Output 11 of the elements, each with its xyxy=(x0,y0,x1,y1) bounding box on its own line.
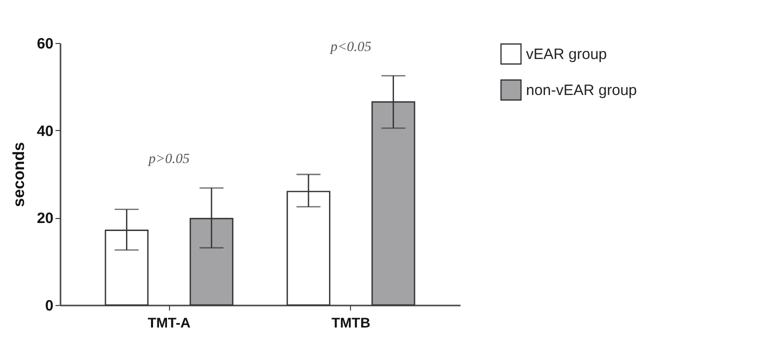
y-tick-label: 20 xyxy=(36,210,54,228)
legend-label: non-vEAR group xyxy=(526,82,637,99)
y-tick-label: 0 xyxy=(45,298,54,314)
y-tick-label: 60 xyxy=(36,36,54,52)
legend-label: vEAR group xyxy=(526,46,607,63)
x-tick-label: TMT-A xyxy=(148,314,190,330)
y-axis-title: seconds xyxy=(10,142,28,207)
annotation: p>0.05 xyxy=(148,152,190,167)
annotation: p<0.05 xyxy=(329,40,372,55)
y-tick-label: 40 xyxy=(36,122,54,140)
x-tick-label: TMTB xyxy=(331,314,370,330)
